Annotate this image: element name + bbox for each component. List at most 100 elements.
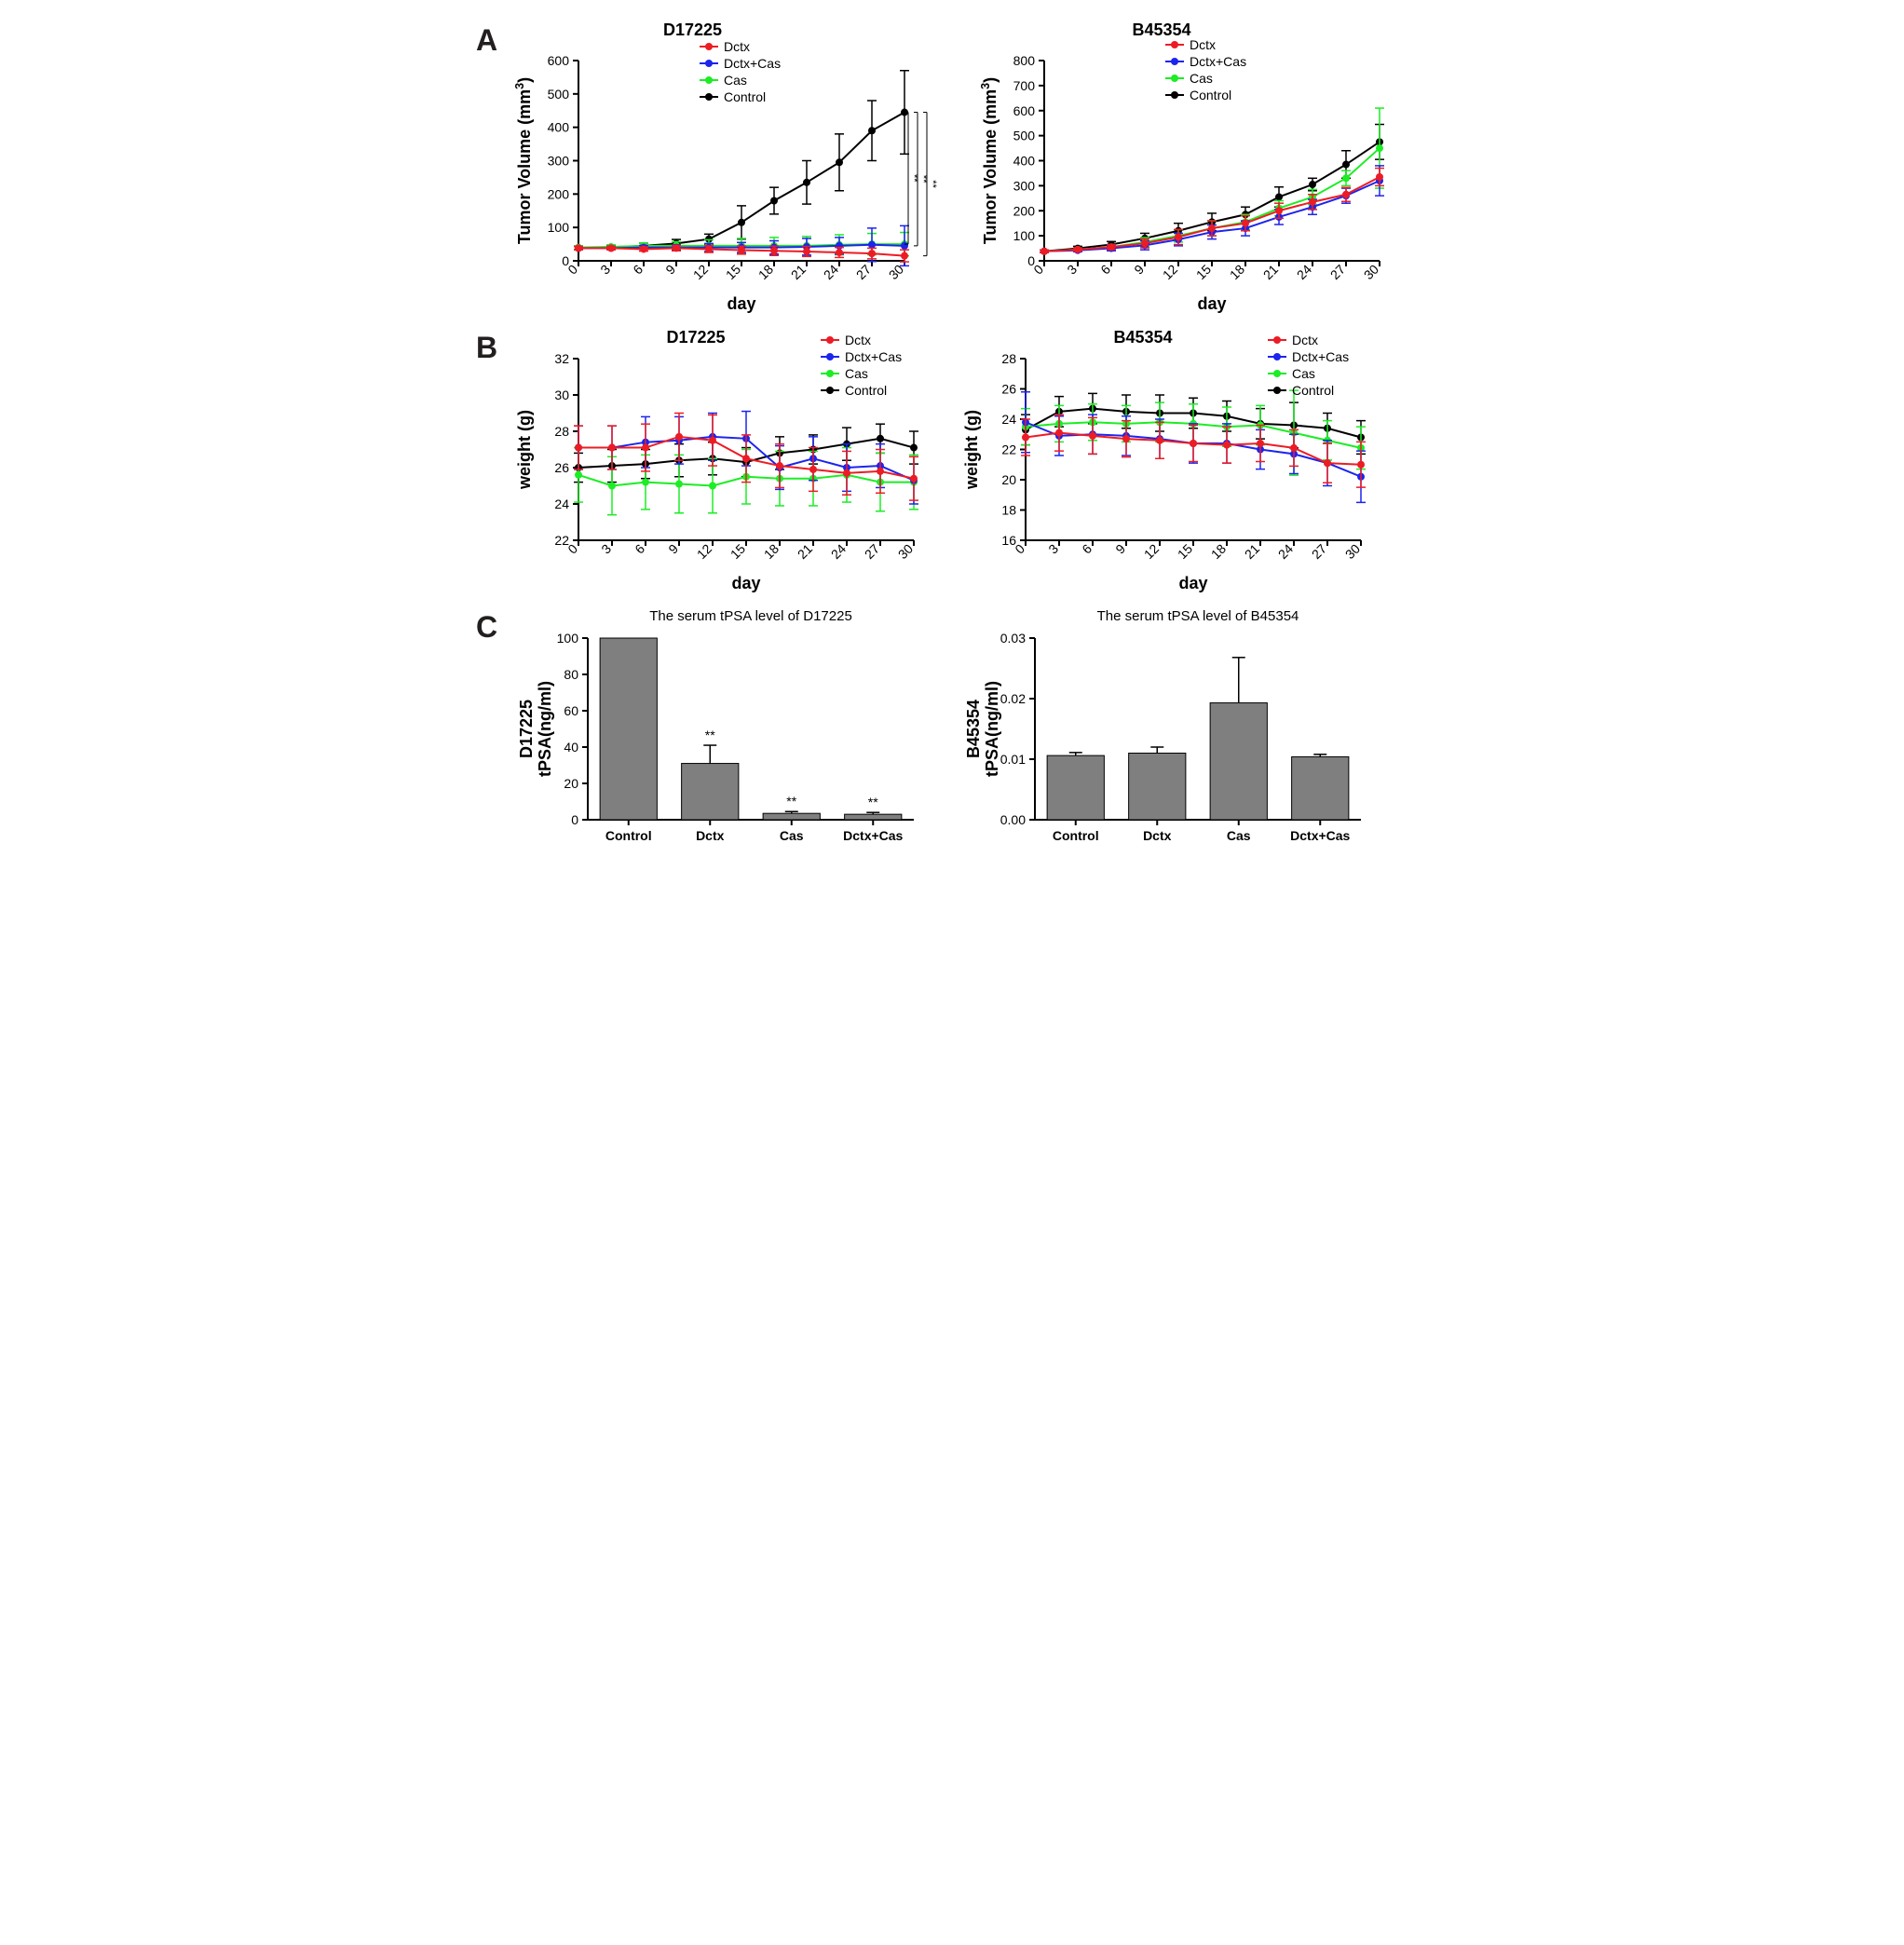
svg-text:15: 15: [1175, 541, 1195, 562]
svg-text:24: 24: [554, 496, 569, 511]
svg-text:27: 27: [1327, 262, 1348, 282]
svg-text:Dctx: Dctx: [1190, 37, 1216, 52]
svg-text:Dctx+Cas: Dctx+Cas: [1292, 349, 1349, 364]
chartB_left-svg: 222426283032036912151821242730D17225dayw…: [513, 326, 932, 596]
svg-text:300: 300: [548, 154, 570, 169]
svg-text:Dctx+Cas: Dctx+Cas: [845, 349, 902, 364]
svg-text:**: **: [705, 728, 715, 742]
svg-text:80: 80: [564, 667, 578, 682]
svg-text:40: 40: [564, 740, 578, 755]
svg-text:Control: Control: [1053, 828, 1099, 843]
svg-text:24: 24: [1294, 262, 1314, 282]
svg-text:60: 60: [564, 703, 578, 718]
svg-text:12: 12: [690, 262, 711, 282]
svg-text:D17225: D17225: [666, 328, 725, 347]
panel-a-charts: 0100200300400500600036912151821242730D17…: [513, 19, 1428, 317]
svg-text:20: 20: [1001, 472, 1016, 487]
svg-text:400: 400: [1013, 154, 1036, 169]
svg-text:200: 200: [548, 186, 570, 201]
svg-text:21: 21: [788, 262, 809, 282]
svg-text:600: 600: [1013, 103, 1036, 118]
svg-text:Dctx: Dctx: [724, 39, 750, 54]
svg-text:700: 700: [1013, 78, 1036, 93]
svg-text:15: 15: [728, 541, 748, 562]
chartC_left-svg: 020406080100Control**Dctx**Cas**Dctx+Cas…: [513, 605, 932, 866]
panel-c-row: C 020406080100Control**Dctx**Cas**Dctx+C…: [476, 605, 1428, 866]
svg-text:day: day: [1197, 294, 1226, 313]
svg-text:**: **: [927, 180, 938, 188]
svg-text:day: day: [731, 574, 760, 592]
chartA_right-svg: 0100200300400500600700800036912151821242…: [979, 19, 1398, 317]
svg-text:Control: Control: [1190, 88, 1231, 102]
svg-text:100: 100: [548, 220, 570, 235]
svg-text:Control: Control: [1292, 383, 1334, 398]
svg-text:Tumor Volume (mm3): Tumor Volume (mm3): [513, 77, 534, 244]
svg-text:27: 27: [853, 262, 874, 282]
svg-text:500: 500: [548, 87, 570, 102]
svg-text:Cas: Cas: [1227, 828, 1251, 843]
panel-b-charts: 222426283032036912151821242730D17225dayw…: [513, 326, 1428, 596]
panel-label-b: B: [476, 326, 513, 596]
svg-text:18: 18: [1208, 541, 1229, 562]
svg-text:100: 100: [1013, 228, 1036, 243]
svg-text:tPSA(ng/ml): tPSA(ng/ml): [983, 681, 1001, 777]
svg-text:Dctx+Cas: Dctx+Cas: [1190, 54, 1246, 69]
svg-text:0.01: 0.01: [1000, 752, 1026, 767]
svg-text:B45354: B45354: [964, 700, 983, 758]
svg-text:600: 600: [548, 53, 570, 68]
svg-text:21: 21: [1242, 541, 1262, 562]
svg-text:30: 30: [1342, 541, 1363, 562]
svg-text:30: 30: [554, 388, 569, 402]
figure-root: A 0100200300400500600036912151821242730D…: [476, 19, 1428, 866]
svg-text:12: 12: [694, 541, 714, 562]
svg-text:26: 26: [1001, 382, 1016, 397]
svg-text:500: 500: [1013, 129, 1036, 143]
chart-a-right: 0100200300400500600700800036912151821242…: [979, 19, 1398, 317]
svg-text:12: 12: [1141, 541, 1162, 562]
svg-text:Cas: Cas: [780, 828, 804, 843]
svg-text:Cas: Cas: [1190, 71, 1213, 86]
svg-text:18: 18: [1227, 262, 1247, 282]
svg-text:B45354: B45354: [1113, 328, 1172, 347]
svg-text:Dctx: Dctx: [845, 333, 871, 347]
svg-text:15: 15: [1193, 262, 1214, 282]
svg-text:100: 100: [557, 631, 579, 646]
svg-text:400: 400: [548, 120, 570, 135]
chartA_left-svg: 0100200300400500600036912151821242730D17…: [513, 19, 951, 317]
panel-label-a: A: [476, 19, 513, 317]
svg-text:0.00: 0.00: [1000, 812, 1026, 827]
svg-text:12: 12: [1160, 262, 1180, 282]
chartC_right-svg: 0.000.010.020.03ControlDctxCasDctx+CasTh…: [960, 605, 1380, 866]
chartB_right-svg: 16182022242628036912151821242730B45354da…: [960, 326, 1380, 596]
svg-text:26: 26: [554, 460, 569, 475]
svg-text:Cas: Cas: [724, 73, 747, 88]
svg-text:The serum tPSA level of D17225: The serum tPSA level of D17225: [649, 608, 852, 624]
svg-text:18: 18: [761, 541, 782, 562]
svg-text:30: 30: [895, 541, 916, 562]
svg-text:30: 30: [1361, 262, 1381, 282]
svg-text:**: **: [786, 794, 796, 809]
svg-text:21: 21: [795, 541, 815, 562]
svg-text:Dctx: Dctx: [696, 828, 725, 843]
svg-text:22: 22: [1001, 442, 1016, 457]
svg-text:0.03: 0.03: [1000, 631, 1026, 646]
svg-text:day: day: [1178, 574, 1207, 592]
svg-text:D17225: D17225: [517, 700, 536, 758]
svg-text:24: 24: [1275, 541, 1296, 562]
svg-text:tPSA(ng/ml): tPSA(ng/ml): [536, 681, 554, 777]
svg-text:28: 28: [1001, 351, 1016, 366]
svg-text:27: 27: [1309, 541, 1329, 562]
panel-label-c: C: [476, 605, 513, 866]
panel-a-row: A 0100200300400500600036912151821242730D…: [476, 19, 1428, 317]
svg-text:800: 800: [1013, 53, 1036, 68]
svg-text:Dctx+Cas: Dctx+Cas: [1290, 828, 1350, 843]
chart-c-left: 020406080100Control**Dctx**Cas**Dctx+Cas…: [513, 605, 932, 866]
svg-text:Control: Control: [605, 828, 652, 843]
chart-c-right: 0.000.010.020.03ControlDctxCasDctx+CasTh…: [960, 605, 1380, 866]
chart-b-left: 222426283032036912151821242730D17225dayw…: [513, 326, 932, 596]
svg-text:Dctx: Dctx: [1143, 828, 1172, 843]
svg-text:weight (g): weight (g): [962, 410, 981, 490]
svg-text:24: 24: [1001, 412, 1016, 427]
svg-text:18: 18: [1001, 503, 1016, 518]
svg-text:Dctx: Dctx: [1292, 333, 1318, 347]
